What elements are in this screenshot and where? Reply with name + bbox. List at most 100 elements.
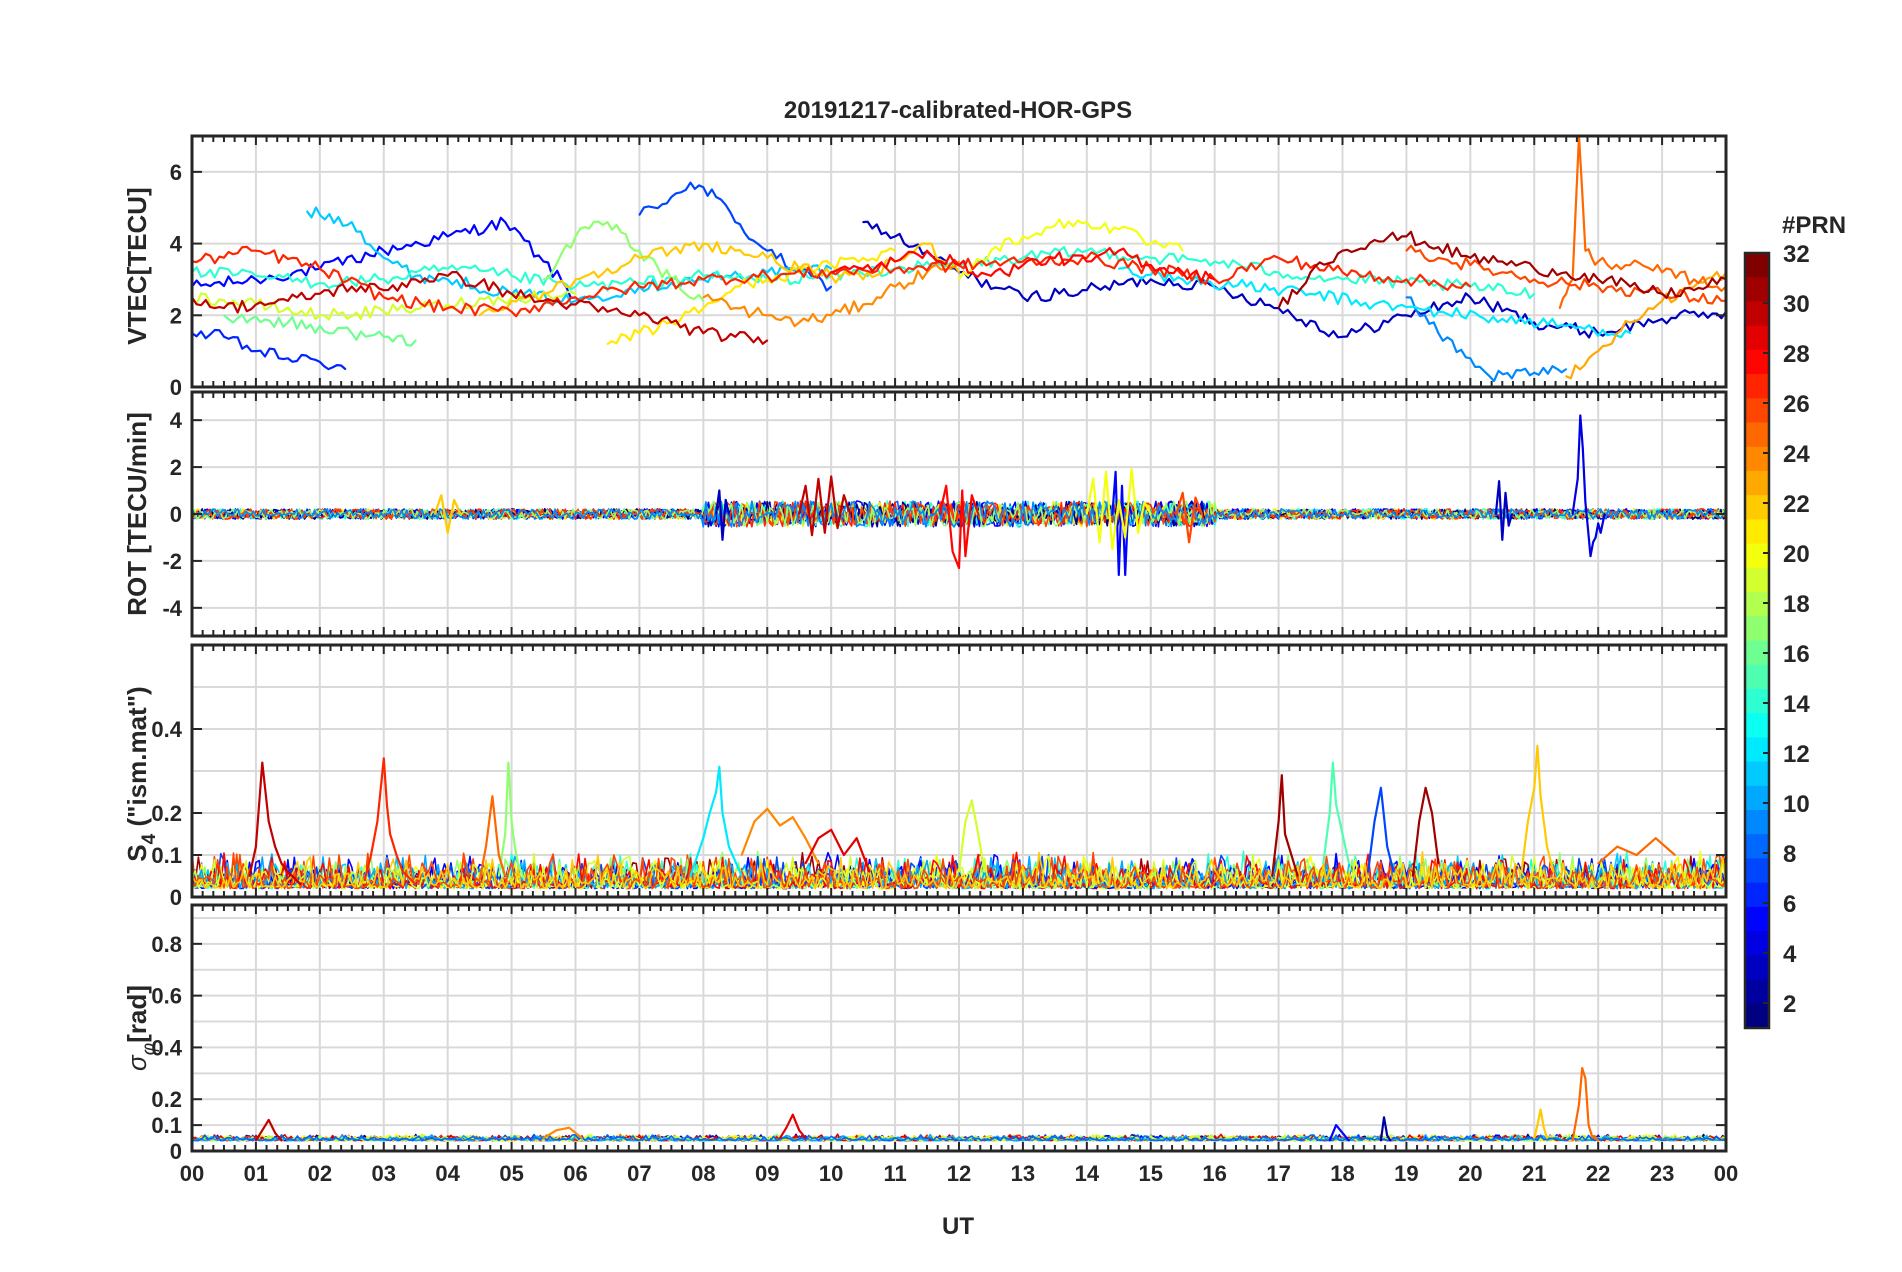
colorbar-tick-label: 10 — [1783, 791, 1810, 818]
x-axis-label: UT — [942, 1213, 974, 1240]
sigma_phi-trace-prn-10 — [191, 1133, 1727, 1142]
sigma-phi-panel: 00.10.2 0.4 0.6 0.8 σφ[rad] — [122, 903, 1728, 1164]
colorbar-band-prn-13 — [1745, 713, 1769, 738]
x-tick-label: 19 — [1394, 1161, 1418, 1186]
rot-series-prn-4 — [1571, 414, 1606, 558]
x-tick-label: 00 — [1714, 1161, 1738, 1186]
colorbar-tick-label: 24 — [1783, 441, 1810, 468]
rot-trace-prn-26 — [191, 500, 1727, 528]
rot-series-prn-30 — [798, 475, 852, 537]
colorbar-band-prn-5 — [1745, 906, 1769, 932]
x-tick-label: 16 — [1202, 1161, 1226, 1186]
s4-series-prn-31 — [1411, 786, 1440, 877]
x-tick-label: 04 — [435, 1161, 460, 1186]
x-tick-label: 06 — [563, 1161, 587, 1186]
s4-trace-prn-22 — [191, 851, 1727, 890]
rot-series — [433, 414, 1606, 577]
colorbar-tick-label: 14 — [1783, 691, 1810, 718]
vtec-series-prn-24 — [702, 260, 960, 328]
sigma_phi-series-prn-30 — [254, 1118, 283, 1142]
colorbar-band-prn-2 — [1745, 979, 1769, 1005]
colorbar-band-prn-29 — [1745, 325, 1769, 351]
rot-series-prn-26 — [1175, 491, 1203, 544]
vtec-panel: 0 2 4 6 VTEC[TECU] — [122, 134, 1728, 400]
rot-y-tick-label: 4 — [170, 408, 183, 433]
vtec-series-prn-17 — [543, 220, 705, 302]
x-tick-label: 20 — [1458, 1161, 1482, 1186]
x-tick-label: 23 — [1650, 1161, 1674, 1186]
s4-series-prn-31 — [1271, 774, 1299, 877]
colorbar-band-prn-25 — [1745, 422, 1769, 448]
colorbar-tick-label: 2 — [1783, 991, 1796, 1018]
s4-series-prn-15 — [1322, 761, 1350, 864]
s4-y-tick-label: 0.1 — [151, 843, 182, 868]
rot-trace-prn-27 — [191, 500, 1727, 528]
colorbar-label: #PRN — [1782, 212, 1846, 239]
colorbar-band-prn-17 — [1745, 616, 1769, 642]
colorbar-tick-label: 12 — [1783, 741, 1810, 768]
colorbar-tick-label: 30 — [1783, 291, 1810, 318]
sigma_phi-y-axis-label: σφ[rad] — [122, 985, 160, 1071]
vtec-series-prn-28 — [830, 246, 1216, 284]
rot-series-prn-22 — [433, 494, 462, 534]
s4-series-prn-17 — [497, 761, 526, 881]
colorbar-band-prn-12 — [1745, 737, 1769, 763]
colorbar-band-prn-23 — [1745, 470, 1769, 496]
colorbar-tick-label: 16 — [1783, 641, 1810, 668]
colorbar-band-prn-15 — [1745, 664, 1769, 690]
vtec-y-tick-label: 6 — [170, 160, 182, 185]
colorbar-band-prn-20 — [1745, 543, 1769, 569]
chart-title: 20191217-calibrated-HOR-GPS — [784, 97, 1132, 124]
colorbar-band-prn-18 — [1745, 592, 1769, 617]
sigma_phi-series-prn-29 — [779, 1113, 807, 1139]
vtec-series-prn-26 — [1405, 244, 1727, 305]
colorbar-tick-label: 28 — [1783, 341, 1810, 368]
sigma_phi-series-prn-2 — [1379, 1116, 1392, 1142]
colorbar-tick-label: 26 — [1783, 391, 1810, 418]
vtec-series-prn-20 — [958, 218, 1184, 280]
colorbar-band-prn-11 — [1745, 761, 1769, 787]
vtec-y-tick-label: 0 — [170, 375, 182, 400]
x-tick-label: 00 — [180, 1161, 204, 1186]
sigma_phi-series — [254, 1067, 1600, 1142]
colorbar-band-prn-10 — [1745, 785, 1769, 811]
s4-series-prn-12 — [689, 765, 743, 877]
x-tick-label: 10 — [819, 1161, 843, 1186]
rot-series-prn-28 — [938, 484, 980, 570]
x-tick-label: 05 — [499, 1161, 523, 1186]
vtec-y-tick-label: 4 — [170, 232, 183, 257]
x-tick-label: 02 — [308, 1161, 332, 1186]
colorbar-band-prn-30 — [1745, 301, 1769, 327]
sigma_phi-y-tick-label: 0.4 — [151, 1035, 182, 1060]
x-tick-label: 03 — [372, 1161, 396, 1186]
s4-y-tick-label: 0 — [170, 885, 182, 910]
sigma_phi-background-traces — [191, 1133, 1727, 1142]
s4-y-tick-label: 0.2 — [151, 801, 182, 826]
x-tick-label: 21 — [1522, 1161, 1546, 1186]
s4-panel: 0 0.1 0.2 0.4S4 ("ism.mat") — [122, 643, 1728, 910]
colorbar-band-prn-3 — [1745, 955, 1769, 981]
colorbar-band-prn-9 — [1745, 810, 1769, 835]
x-tick-label: 09 — [755, 1161, 779, 1186]
colorbar-frame — [1743, 251, 1771, 1030]
vtec-series — [191, 134, 1727, 383]
colorbar-tick-label: 18 — [1783, 591, 1810, 618]
colorbar-band-prn-7 — [1745, 858, 1769, 884]
colorbar-band-prn-8 — [1745, 834, 1769, 860]
x-tick-label: 12 — [947, 1161, 971, 1186]
colorbar-tick-label: 4 — [1783, 941, 1797, 968]
x-tick-label: 01 — [244, 1161, 268, 1186]
sigma_phi-series-prn-22 — [1533, 1108, 1549, 1139]
vtec-series-prn-5 — [191, 216, 576, 299]
colorbar-band-prn-28 — [1745, 349, 1769, 375]
sigma_phi-y-tick-label: 0.2 — [151, 1087, 182, 1112]
colorbar-band-prn-24 — [1745, 446, 1769, 472]
vtec-y-axis-label: VTEC[TECU] — [122, 187, 152, 344]
s4-series-prn-19 — [957, 799, 986, 872]
vtec-series-prn-25 — [1558, 134, 1727, 309]
rot-series-prn-20 — [1085, 468, 1152, 551]
x-tick-label: 13 — [1011, 1161, 1035, 1186]
colorbar-band-prn-32 — [1745, 253, 1769, 278]
colorbar-band-prn-21 — [1745, 519, 1769, 545]
